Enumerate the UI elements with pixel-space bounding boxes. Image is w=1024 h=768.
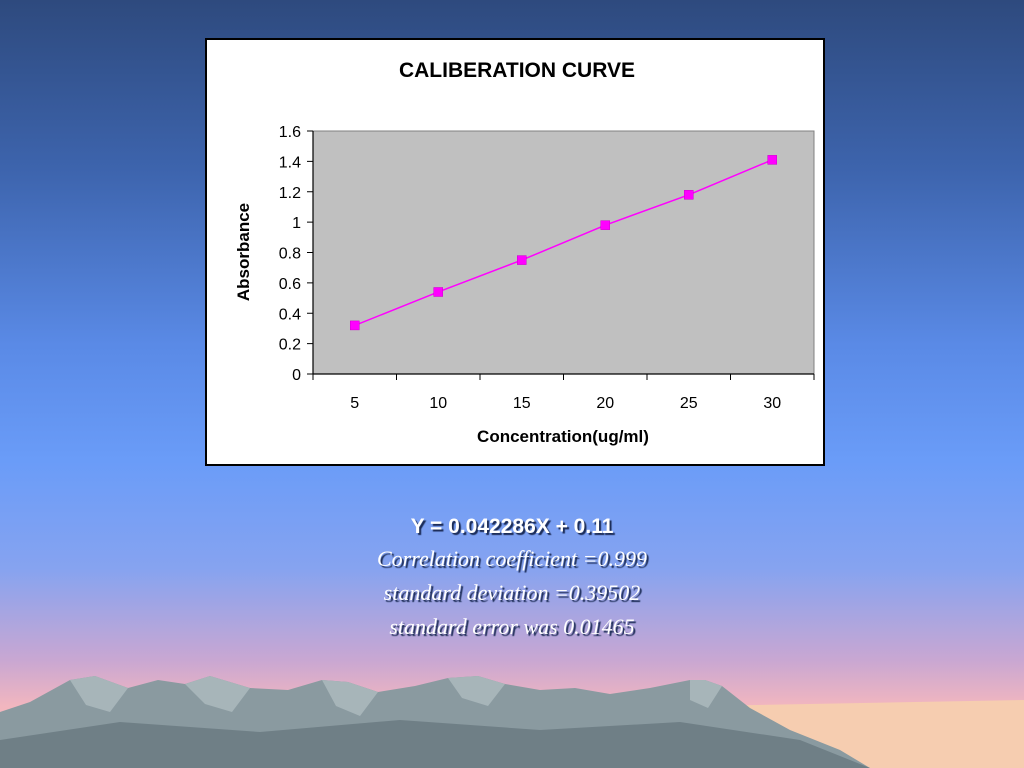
data-point-marker: [767, 155, 777, 165]
x-tick-label: 10: [429, 395, 447, 412]
axes: [307, 130, 815, 380]
mountain-foreground: [0, 720, 870, 768]
y-tick-label: 0.4: [279, 306, 301, 323]
data-markers: [350, 155, 777, 331]
regression-notes: Y = 0.042286X + 0.11 Correlation coeffic…: [312, 512, 712, 644]
standard-error: standard error was 0.01465: [389, 614, 635, 639]
x-tick-label: 30: [763, 395, 781, 412]
chart-frame: CALIBERATION CURVE 0 0.2 0.4 0.6 0.8 1 1.2 1.4 1…: [205, 38, 825, 466]
y-axis-label: Absorbance: [234, 203, 253, 301]
mountain-ridge-light: [322, 680, 378, 716]
data-point-marker: [600, 220, 610, 230]
data-point-marker: [684, 190, 694, 200]
y-tick-label: 1.6: [279, 124, 301, 141]
data-point-marker: [350, 320, 360, 331]
tick-labels: 0 0.2 0.4 0.6 0.8 1 1.2 1.4 1.6 5 10 15 20 25 30: [279, 124, 782, 412]
x-tick-label: 5: [350, 395, 359, 412]
regression-equation: Y = 0.042286X + 0.11: [410, 515, 614, 538]
calibration-chart: CALIBERATION CURVE 0 0.2 0.4 0.6 0.8 1 1.2 1.4 1…: [234, 59, 815, 446]
y-tick-label: 0.2: [279, 337, 301, 354]
data-point-marker: [517, 255, 527, 265]
y-tick-label: 0: [292, 367, 301, 384]
x-tick-label: 25: [680, 395, 698, 412]
x-tick-label: 20: [596, 395, 614, 412]
plot-area: [312, 130, 815, 375]
x-tick-label: 15: [513, 395, 531, 412]
y-tick-label: 0.6: [279, 276, 301, 293]
data-point-marker: [433, 287, 443, 297]
y-tick-label: 1.2: [279, 185, 301, 202]
mountain-ridge-light: [185, 676, 250, 712]
standard-deviation: standard deviation =0.39502: [383, 580, 641, 605]
correlation-coefficient: Correlation coefficient =0.999: [376, 546, 648, 571]
mountain-ridge-light: [448, 676, 505, 706]
y-tick-label: 1: [292, 215, 301, 232]
mountain-ridge-light: [690, 680, 722, 708]
chart-title: CALIBERATION CURVE: [399, 59, 635, 82]
y-tick-label: 1.4: [279, 154, 301, 171]
mountain-ridge-light: [70, 676, 128, 712]
series-line: [354, 159, 773, 327]
y-tick-label: 0.8: [279, 246, 301, 263]
x-axis-label: Concentration(ug/ml): [477, 427, 649, 446]
